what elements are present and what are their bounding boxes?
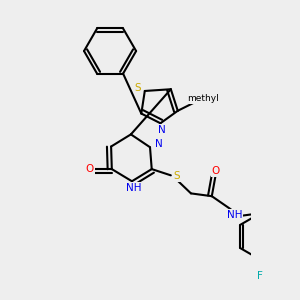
Text: O: O <box>212 166 220 176</box>
Text: N: N <box>158 124 165 134</box>
Text: N: N <box>155 140 163 149</box>
Text: NH: NH <box>126 183 141 193</box>
Text: NH: NH <box>226 210 242 220</box>
Text: methyl: methyl <box>187 94 219 103</box>
Text: O: O <box>86 164 94 174</box>
Text: S: S <box>134 83 141 93</box>
Text: S: S <box>174 171 180 181</box>
Text: F: F <box>257 271 263 281</box>
